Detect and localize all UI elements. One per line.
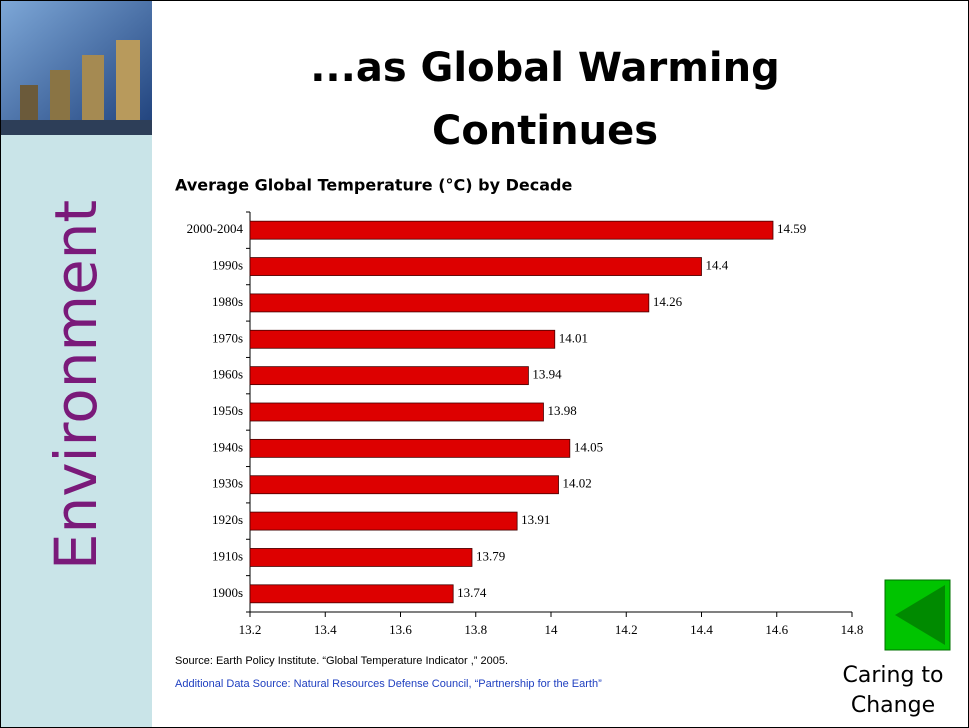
value-label: 13.94 — [532, 367, 562, 382]
value-label: 13.79 — [476, 548, 505, 563]
back-button[interactable] — [884, 579, 951, 651]
y-tick-label: 1920s — [212, 512, 243, 527]
bar — [249, 402, 544, 422]
value-label: 14.01 — [559, 330, 588, 345]
y-tick-label: 1940s — [212, 439, 243, 454]
chart-title: Average Global Temperature (°C) by Decad… — [175, 176, 572, 195]
y-tick-label: 1930s — [212, 476, 243, 491]
sidebar-label: Environment — [42, 200, 110, 570]
y-tick-label: 1970s — [212, 330, 243, 345]
value-label: 14.02 — [563, 476, 592, 491]
x-tick-label: 14 — [545, 622, 559, 637]
y-tick-label: 2000-2004 — [187, 221, 244, 236]
x-tick-label: 14.2 — [615, 622, 638, 637]
back-arrow[interactable] — [895, 585, 945, 645]
bar — [249, 475, 559, 495]
value-label: 14.4 — [706, 258, 729, 273]
bar — [249, 511, 518, 531]
slide-title: Continues — [432, 108, 658, 154]
x-tick-label: 14.6 — [765, 622, 788, 637]
x-tick-label: 13.6 — [389, 622, 412, 637]
x-tick-label: 13.4 — [314, 622, 337, 637]
bar — [249, 366, 529, 386]
additional-source: Additional Data Source: Natural Resource… — [175, 678, 602, 690]
y-tick-label: 1980s — [212, 294, 243, 309]
bar — [249, 293, 650, 313]
source: Source: Earth Policy Institute. “Global … — [175, 655, 508, 667]
slide-title: ...as Global Warming — [310, 45, 780, 91]
bar — [249, 438, 571, 458]
value-label: 14.26 — [653, 294, 683, 309]
bar — [249, 220, 774, 240]
coins-image — [0, 0, 152, 135]
y-tick-label: 1960s — [212, 367, 243, 382]
x-tick-label: 14.8 — [841, 622, 864, 637]
x-tick-label: 13.8 — [464, 622, 487, 637]
value-label: 13.74 — [457, 585, 487, 600]
y-tick-label: 1910s — [212, 548, 243, 563]
x-tick-label: 14.4 — [690, 622, 713, 637]
y-tick-label: 1900s — [212, 585, 243, 600]
bar — [249, 548, 473, 567]
footer-text: Change — [851, 693, 935, 718]
y-tick-label: 1990s — [212, 258, 243, 273]
x-tick-label: 13.2 — [239, 622, 262, 637]
footer-text: Caring to — [843, 663, 944, 688]
bar — [249, 584, 454, 604]
value-label: 13.91 — [521, 512, 550, 527]
value-label: 14.59 — [777, 221, 806, 236]
bar — [249, 329, 556, 349]
bar — [249, 257, 702, 276]
value-label: 13.98 — [547, 403, 576, 418]
y-tick-label: 1950s — [212, 403, 243, 418]
value-label: 14.05 — [574, 439, 603, 454]
